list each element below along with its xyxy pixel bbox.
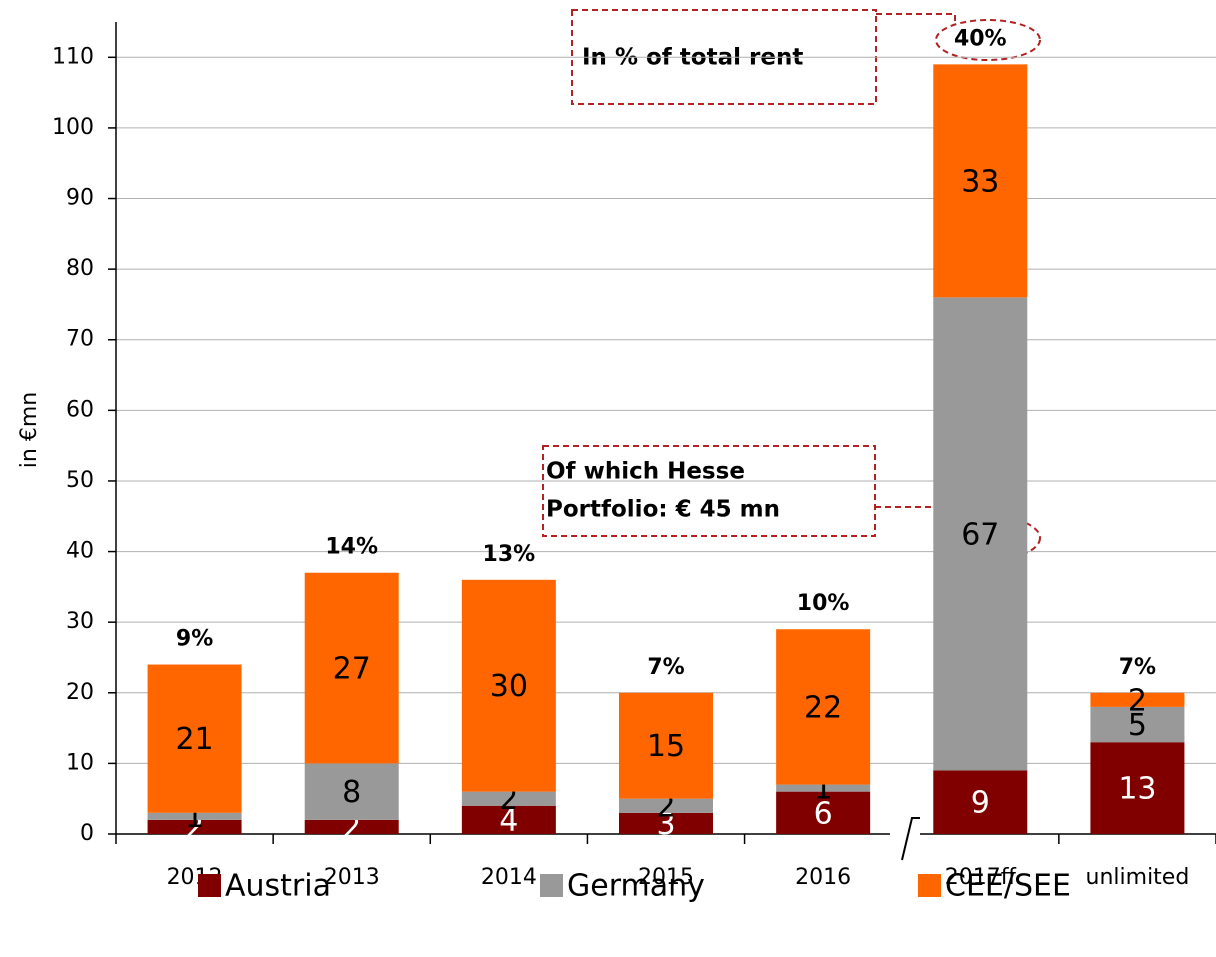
bar-segment [933, 64, 1028, 298]
value-label: 2 [1128, 683, 1147, 718]
bar-segment [304, 763, 399, 820]
legend-swatch [198, 874, 221, 897]
y-tick-label: 100 [52, 115, 94, 140]
share-label: 14% [325, 535, 378, 560]
x-tick-label: 2016 [795, 865, 851, 890]
share-label: 40% [954, 26, 1007, 51]
value-label: 15 [647, 729, 685, 764]
bar-segment [933, 770, 1028, 834]
value-label: 30 [490, 669, 528, 704]
legend-label: Austria [225, 869, 331, 904]
share-label: 13% [483, 542, 536, 567]
bar-segment [147, 819, 242, 834]
share-label: 9% [176, 627, 213, 652]
bar-segment [619, 812, 713, 834]
annotation-box [542, 445, 876, 537]
value-label: 21 [175, 722, 213, 757]
y-tick-label: 50 [66, 468, 94, 493]
y-tick-label: 80 [66, 256, 94, 281]
annotation: Of which Hesse [546, 459, 745, 485]
y-tick-label: 90 [66, 186, 94, 211]
y-tick-label: 30 [66, 609, 94, 634]
bar-segment [776, 784, 871, 792]
bar-segment [461, 805, 556, 834]
bar-segment [304, 819, 399, 834]
bar-segment [619, 798, 713, 813]
bar-segment [1090, 706, 1185, 743]
x-tick-label: unlimited [1086, 865, 1190, 890]
share-label: 7% [1119, 655, 1156, 680]
plot [116, 56, 1216, 764]
x-tick-label: 2014 [481, 865, 537, 890]
bar-segment [147, 812, 242, 820]
bar-segment [1090, 742, 1185, 834]
y-tick-label: 10 [66, 750, 94, 775]
legend-label: Germany [567, 869, 705, 904]
y-tick-label: 0 [80, 821, 94, 846]
bar-segment [461, 791, 556, 806]
value-label: 5 [1128, 708, 1147, 743]
connector [876, 13, 956, 22]
value-label: 33 [961, 164, 999, 199]
bar-segment [933, 297, 1028, 771]
x-tick-label: 2015 [638, 865, 694, 890]
axis-break [901, 817, 920, 861]
bar-segment [461, 579, 556, 792]
legend-swatch [918, 874, 941, 897]
share-label: 7% [647, 655, 684, 680]
y-tick-label: 70 [66, 327, 94, 352]
bar-segment [619, 692, 713, 799]
x-tick-label: 2017ff [945, 865, 1017, 890]
value-label: 3 [656, 807, 675, 842]
value-label: 8 [342, 775, 361, 810]
bar-segment [1090, 692, 1185, 707]
legend-swatch [540, 874, 563, 897]
highlight-ellipse [935, 19, 1041, 61]
bar-segment [304, 572, 399, 764]
bar-segment [776, 629, 871, 785]
y-axis-label: in €mn [17, 392, 42, 468]
y-tick-label: 40 [66, 539, 94, 564]
value-label: 4 [499, 803, 518, 838]
bar-segment [776, 791, 871, 834]
value-label: 6 [814, 796, 833, 831]
legend-label: CEE/SEE [945, 869, 1071, 904]
annotation: Portfolio: € 45 mn [546, 497, 780, 523]
value-label: 67 [961, 517, 999, 552]
x-tick-label: 2013 [324, 865, 380, 890]
value-label: 27 [333, 652, 371, 687]
bar-segment [147, 664, 242, 813]
y-tick-label: 20 [66, 680, 94, 705]
y-tick-label: 110 [52, 44, 94, 69]
value-label: 22 [804, 690, 842, 725]
value-label: 13 [1118, 772, 1156, 807]
value-label: 9 [971, 786, 990, 821]
share-label: 10% [797, 591, 850, 616]
y-tick-label: 60 [66, 397, 94, 422]
